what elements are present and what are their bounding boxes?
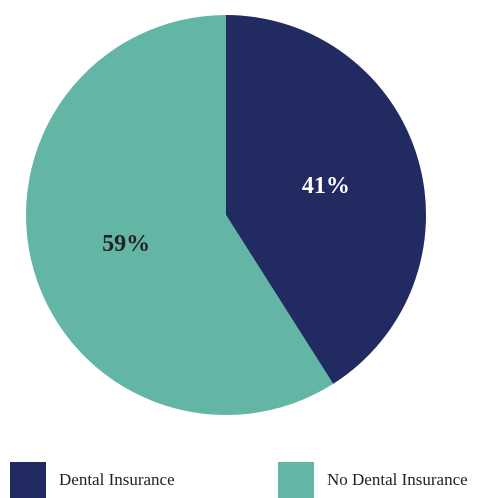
- legend-label-dental-insurance: Dental Insurance: [59, 470, 175, 489]
- pie-slice-no-dental-insurance: [25, 15, 334, 416]
- slice-label-no-dental-insurance: 59%: [102, 231, 150, 257]
- pie-slice-dental-insurance: [226, 15, 426, 384]
- legend-item-no-dental-insurance: No Dental Insurance: [278, 462, 468, 498]
- slice-label-dental-insurance: 41%: [302, 173, 350, 199]
- chart-legend: Dental Insurance No Dental Insurance: [0, 462, 487, 498]
- legend-swatch-no-dental-insurance: [278, 462, 314, 498]
- legend-item-dental-insurance: Dental Insurance: [10, 462, 175, 498]
- legend-label-no-dental-insurance: No Dental Insurance: [327, 470, 468, 489]
- legend-swatch-dental-insurance: [10, 462, 46, 498]
